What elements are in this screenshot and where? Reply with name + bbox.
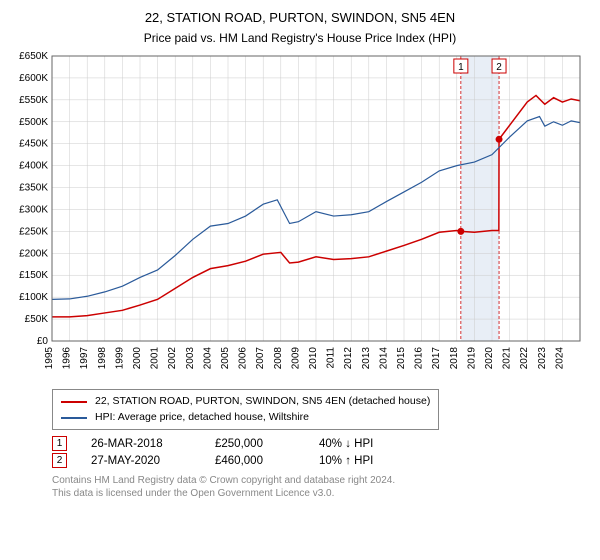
svg-text:£150K: £150K — [19, 270, 48, 281]
svg-text:£500K: £500K — [19, 117, 48, 128]
svg-text:2021: 2021 — [502, 346, 513, 369]
svg-text:2002: 2002 — [167, 346, 178, 369]
chart-title: 22, STATION ROAD, PURTON, SWINDON, SN5 4… — [10, 10, 590, 27]
transaction-row-1: 1 26-MAR-2018 £250,000 40% ↓ HPI — [52, 436, 580, 451]
svg-text:2004: 2004 — [202, 346, 213, 369]
svg-text:2006: 2006 — [238, 346, 249, 369]
svg-text:1: 1 — [458, 62, 464, 73]
legend-label-property: 22, STATION ROAD, PURTON, SWINDON, SN5 4… — [95, 394, 430, 410]
footer-license: This data is licensed under the Open Gov… — [52, 487, 580, 500]
svg-text:2017: 2017 — [431, 346, 442, 369]
chart-legend: 22, STATION ROAD, PURTON, SWINDON, SN5 4… — [52, 389, 439, 431]
svg-text:£50K: £50K — [25, 314, 49, 325]
svg-text:£300K: £300K — [19, 204, 48, 215]
footer-copyright: Contains HM Land Registry data © Crown c… — [52, 474, 580, 487]
svg-text:2001: 2001 — [150, 346, 161, 369]
svg-text:2023: 2023 — [537, 346, 548, 369]
transaction-marker-2: 2 — [52, 453, 67, 468]
svg-text:2022: 2022 — [519, 346, 530, 369]
transaction-delta-1: 40% ↓ HPI — [319, 438, 373, 450]
svg-text:2011: 2011 — [326, 346, 337, 368]
transaction-date-2: 27-MAY-2020 — [91, 455, 191, 467]
svg-text:1999: 1999 — [114, 346, 125, 369]
chart-footer: Contains HM Land Registry data © Crown c… — [52, 474, 580, 500]
transaction-marker-1: 1 — [52, 436, 67, 451]
svg-text:2009: 2009 — [290, 346, 301, 369]
svg-text:£450K: £450K — [19, 139, 48, 150]
svg-text:2007: 2007 — [255, 346, 266, 369]
svg-text:1997: 1997 — [79, 346, 90, 369]
svg-text:£0: £0 — [37, 336, 49, 347]
legend-swatch-property — [61, 401, 87, 403]
svg-text:£200K: £200K — [19, 248, 48, 259]
svg-text:£550K: £550K — [19, 95, 48, 106]
line-chart: £0 £50K £100K £150K £200K £250K £300K £350K £400… — [10, 51, 590, 381]
svg-text:2003: 2003 — [185, 346, 196, 369]
price-chart-container: 22, STATION ROAD, PURTON, SWINDON, SN5 4… — [10, 10, 590, 500]
legend-item-hpi: HPI: Average price, detached house, Wilt… — [61, 410, 430, 426]
svg-text:£250K: £250K — [19, 226, 48, 237]
legend-swatch-hpi — [61, 417, 87, 419]
transaction-row-2: 2 27-MAY-2020 £460,000 10% ↑ HPI — [52, 453, 580, 468]
svg-text:2018: 2018 — [449, 346, 460, 369]
legend-item-property: 22, STATION ROAD, PURTON, SWINDON, SN5 4… — [61, 394, 430, 410]
transaction-date-1: 26-MAR-2018 — [91, 438, 191, 450]
svg-text:1996: 1996 — [62, 346, 73, 369]
svg-text:2000: 2000 — [132, 346, 143, 369]
svg-text:2012: 2012 — [343, 346, 354, 369]
svg-text:2016: 2016 — [414, 346, 425, 369]
svg-text:£350K: £350K — [19, 182, 48, 193]
svg-text:£650K: £650K — [19, 51, 48, 62]
transaction-price-1: £250,000 — [215, 438, 295, 450]
svg-text:1998: 1998 — [97, 346, 108, 369]
chart-subtitle: Price paid vs. HM Land Registry's House … — [10, 31, 590, 45]
svg-text:2008: 2008 — [273, 346, 284, 369]
svg-text:2024: 2024 — [554, 346, 565, 369]
transaction-price-2: £460,000 — [215, 455, 295, 467]
svg-text:2010: 2010 — [308, 346, 319, 369]
svg-text:2: 2 — [496, 62, 502, 73]
svg-text:2005: 2005 — [220, 346, 231, 369]
svg-text:2019: 2019 — [466, 346, 477, 369]
transaction-delta-2: 10% ↑ HPI — [319, 455, 373, 467]
legend-label-hpi: HPI: Average price, detached house, Wilt… — [95, 410, 309, 426]
svg-text:2013: 2013 — [361, 346, 372, 369]
svg-text:£600K: £600K — [19, 73, 48, 84]
svg-text:£400K: £400K — [19, 161, 48, 172]
svg-text:2020: 2020 — [484, 346, 495, 369]
svg-text:2014: 2014 — [378, 346, 389, 369]
svg-text:2015: 2015 — [396, 346, 407, 369]
svg-text:1995: 1995 — [44, 346, 55, 369]
svg-text:£100K: £100K — [19, 292, 48, 303]
